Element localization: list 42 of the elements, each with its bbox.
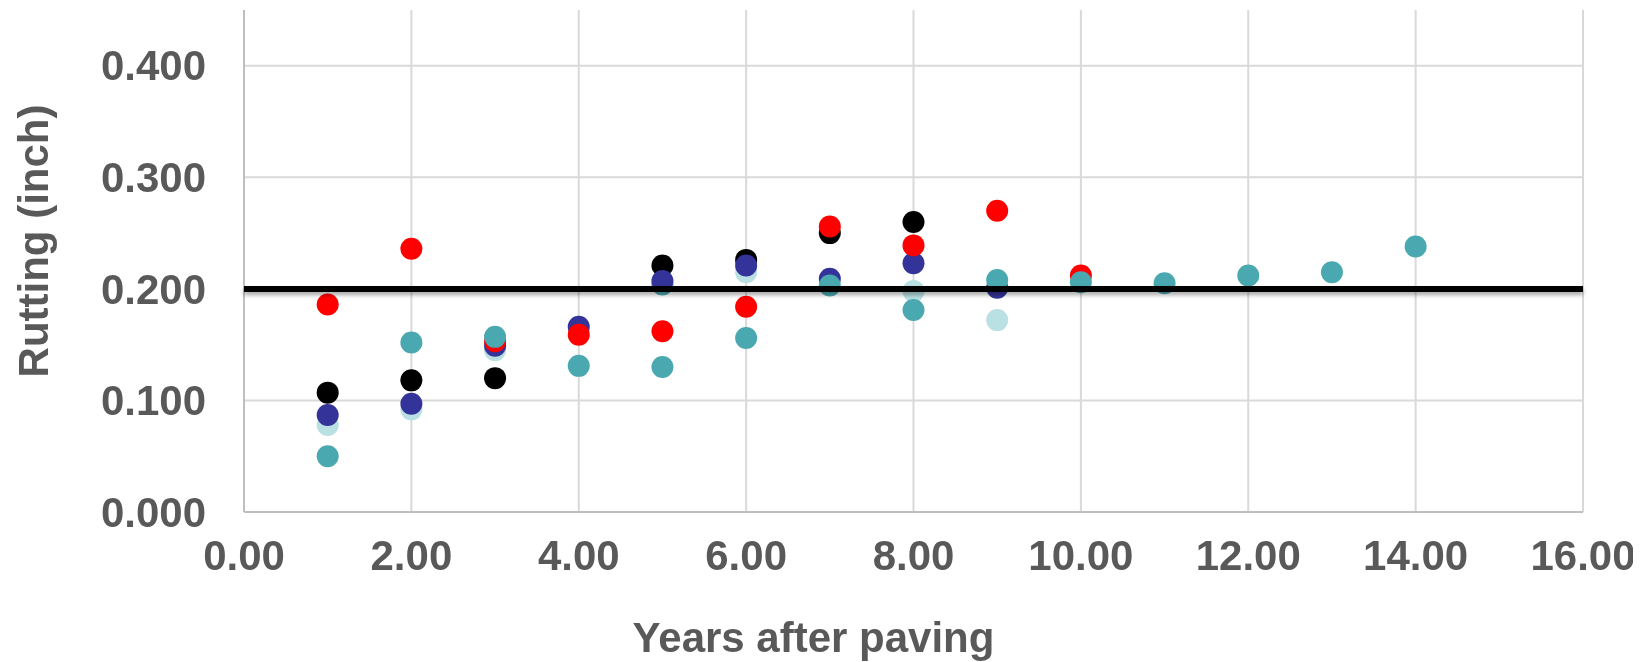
point <box>735 326 758 349</box>
point <box>1404 235 1427 258</box>
point <box>316 403 339 426</box>
x-tick-label: 14.00 <box>1363 532 1469 579</box>
x-axis-title: Years after paving <box>632 614 995 661</box>
point <box>400 392 423 415</box>
y-axis-title: Rutting (inch) <box>10 104 57 378</box>
point <box>902 210 925 233</box>
y-tick-label: 0.200 <box>100 265 206 313</box>
point <box>484 367 507 390</box>
x-tick-label: 4.00 <box>537 532 620 579</box>
y-tick-label: 0.100 <box>100 377 206 425</box>
x-tick-label: 2.00 <box>370 532 453 579</box>
y-tick-label: 0.400 <box>100 42 206 90</box>
point <box>902 234 925 257</box>
x-tick-label: 16.00 <box>1530 532 1636 579</box>
point <box>316 381 339 404</box>
point <box>484 325 507 348</box>
point <box>400 331 423 354</box>
point <box>986 309 1009 332</box>
point <box>567 323 590 346</box>
point <box>735 295 758 318</box>
x-tick-label: 8.00 <box>872 532 955 579</box>
point <box>1237 264 1260 287</box>
point <box>400 237 423 260</box>
point <box>316 293 339 316</box>
point <box>986 199 1009 222</box>
point <box>902 299 925 322</box>
point <box>735 254 758 277</box>
x-tick-label: 0.00 <box>203 532 285 579</box>
point <box>818 215 841 238</box>
point <box>651 355 674 378</box>
x-tick-label: 10.00 <box>1028 532 1134 579</box>
point <box>567 354 590 377</box>
x-tick-label: 6.00 <box>705 532 787 579</box>
y-tick-label: 0.000 <box>100 488 206 536</box>
point <box>1320 261 1343 284</box>
x-tick-label: 12.00 <box>1195 532 1301 579</box>
point <box>651 320 674 343</box>
point <box>316 445 339 468</box>
point <box>400 369 423 392</box>
y-tick-label: 0.300 <box>100 154 206 202</box>
